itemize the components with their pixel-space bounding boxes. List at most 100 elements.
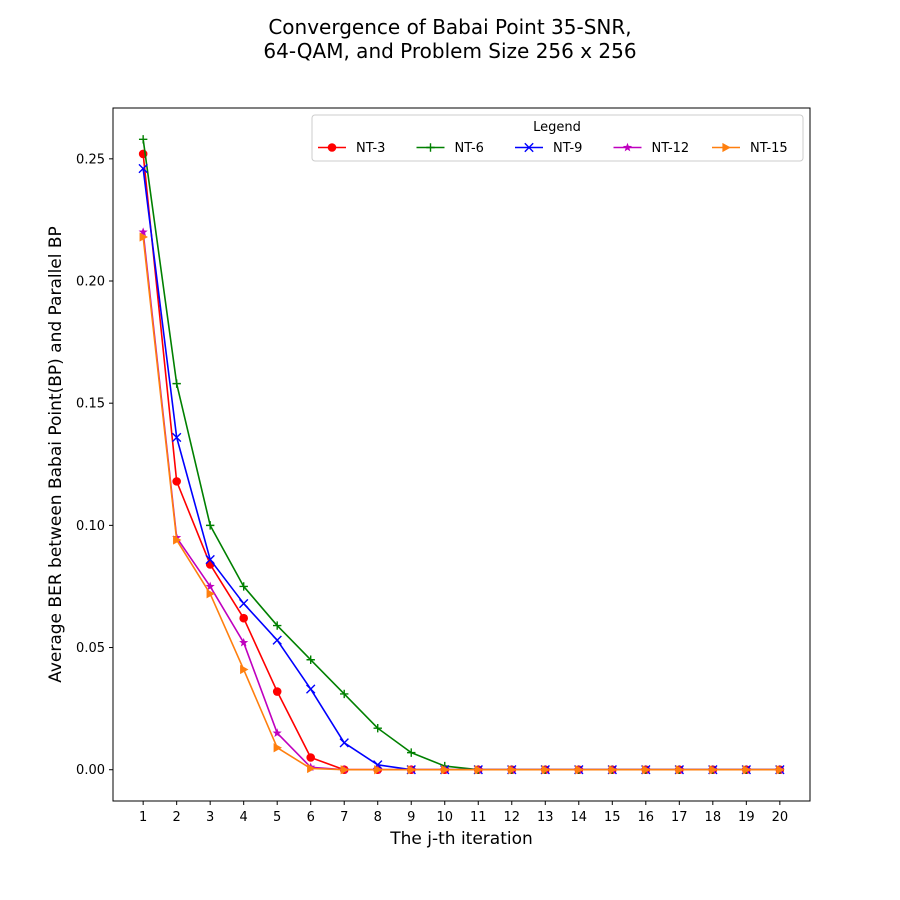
data-point (340, 765, 350, 775)
x-tick-label: 2 (173, 810, 181, 825)
legend-marker (327, 143, 337, 152)
data-point (172, 379, 181, 388)
data-point (273, 743, 282, 753)
legend-label: NT-6 (455, 141, 484, 156)
series-nt-3 (138, 149, 785, 775)
y-axis-label: Average BER between Babai Point(BP) and … (46, 226, 66, 683)
data-point (307, 763, 316, 774)
data-point (139, 232, 148, 242)
data-point (239, 613, 248, 623)
series-nt-6 (138, 135, 785, 774)
legend-entry-nt-15: NT-15 (712, 141, 788, 156)
x-tick-label: 18 (705, 810, 722, 825)
data-point (306, 655, 315, 664)
data-point (206, 589, 215, 599)
data-point (541, 765, 551, 775)
x-tick-label: 8 (374, 810, 382, 825)
data-point (205, 554, 215, 565)
x-tick-label: 12 (503, 810, 520, 825)
data-point (474, 765, 484, 775)
x-tick-label: 14 (571, 810, 588, 825)
series-nt-12 (138, 227, 785, 774)
data-point (306, 684, 316, 694)
x-tick-label: 11 (470, 810, 487, 825)
legend: Legend NT-3 NT-6 NT-9 NT-12 NT-15 (311, 114, 804, 162)
axes-frame (112, 107, 811, 802)
legend-entries: NT-3 NT-6 NT-9 NT-12 NT-15 (318, 141, 788, 156)
legend-label: NT-15 (750, 141, 788, 156)
x-tick-label: 1 (139, 810, 147, 825)
data-point (306, 753, 316, 762)
data-point (239, 637, 249, 647)
y-tick-label: 0.10 (76, 519, 105, 534)
x-tick-label: 10 (436, 810, 453, 825)
legend-entry-nt-6: NT-6 (416, 141, 484, 156)
data-point (373, 723, 382, 733)
data-point (238, 598, 249, 609)
legend-marker (524, 142, 534, 153)
x-tick-label: 13 (537, 810, 554, 825)
legend-label: NT-3 (356, 141, 385, 156)
series-line (142, 139, 780, 771)
data-point (272, 635, 282, 645)
data-point (138, 163, 148, 174)
x-tick-label: 6 (307, 810, 315, 825)
legend-marker (622, 142, 633, 152)
legend-label: NT-9 (553, 141, 582, 156)
data-point (272, 687, 282, 696)
data-point (339, 738, 349, 748)
chart-title-line-1: Convergence of Babai Point 35-SNR, (268, 15, 631, 39)
data-point (138, 135, 148, 144)
data-point (374, 765, 383, 775)
y-tick-label: 0.15 (76, 397, 105, 412)
chart-title-line-2: 64-QAM, and Problem Size 256 x 256 (263, 39, 636, 63)
x-tick-label: 7 (340, 810, 348, 825)
x-tick-label: 16 (638, 810, 655, 825)
legend-title: Legend (533, 120, 581, 135)
data-point (508, 765, 517, 775)
data-point (272, 621, 282, 630)
data-point (173, 535, 182, 545)
plot-area: 1 2 3 4 5 6 7 8 9 10 11 12 13 14 15 16 17 18 19 200.000.050… (76, 135, 788, 825)
x-tick-label: 17 (671, 810, 688, 825)
data-point (171, 432, 182, 443)
series-line (142, 236, 780, 771)
series-nt-9 (138, 163, 785, 775)
legend-box (311, 114, 804, 162)
x-tick-label: 15 (604, 810, 621, 825)
data-point (575, 765, 584, 775)
y-tick-label: 0.20 (76, 275, 105, 290)
x-tick-label: 3 (206, 810, 214, 825)
data-point (240, 664, 249, 675)
data-point (205, 581, 215, 591)
data-point (742, 765, 752, 775)
x-tick-label: 9 (407, 810, 415, 825)
legend-entry-nt-3: NT-3 (318, 141, 385, 156)
data-point (407, 748, 416, 757)
data-point (608, 765, 618, 775)
x-axis-label: The j-th iteration (389, 829, 533, 849)
data-point (709, 765, 718, 775)
data-point (407, 765, 417, 775)
y-tick-label: 0.25 (76, 152, 105, 167)
y-tick-label: 0.05 (76, 641, 105, 656)
data-point (675, 765, 685, 775)
x-tick-label: 19 (738, 810, 755, 825)
x-tick-label: 4 (240, 810, 248, 825)
series-line (142, 153, 780, 771)
series-nt-15 (139, 232, 785, 775)
legend-marker (722, 142, 731, 153)
data-point (239, 582, 248, 591)
series-line (142, 168, 780, 771)
data-point (138, 227, 148, 237)
data-point (205, 521, 215, 530)
data-point (172, 477, 181, 486)
legend-label: NT-12 (652, 141, 690, 156)
legend-entry-nt-9: NT-9 (515, 141, 582, 156)
data-point (272, 728, 282, 737)
data-point (776, 765, 785, 775)
x-tick-label: 20 (772, 810, 789, 825)
x-tick-label: 5 (273, 810, 281, 825)
legend-entry-nt-12: NT-12 (613, 141, 690, 156)
